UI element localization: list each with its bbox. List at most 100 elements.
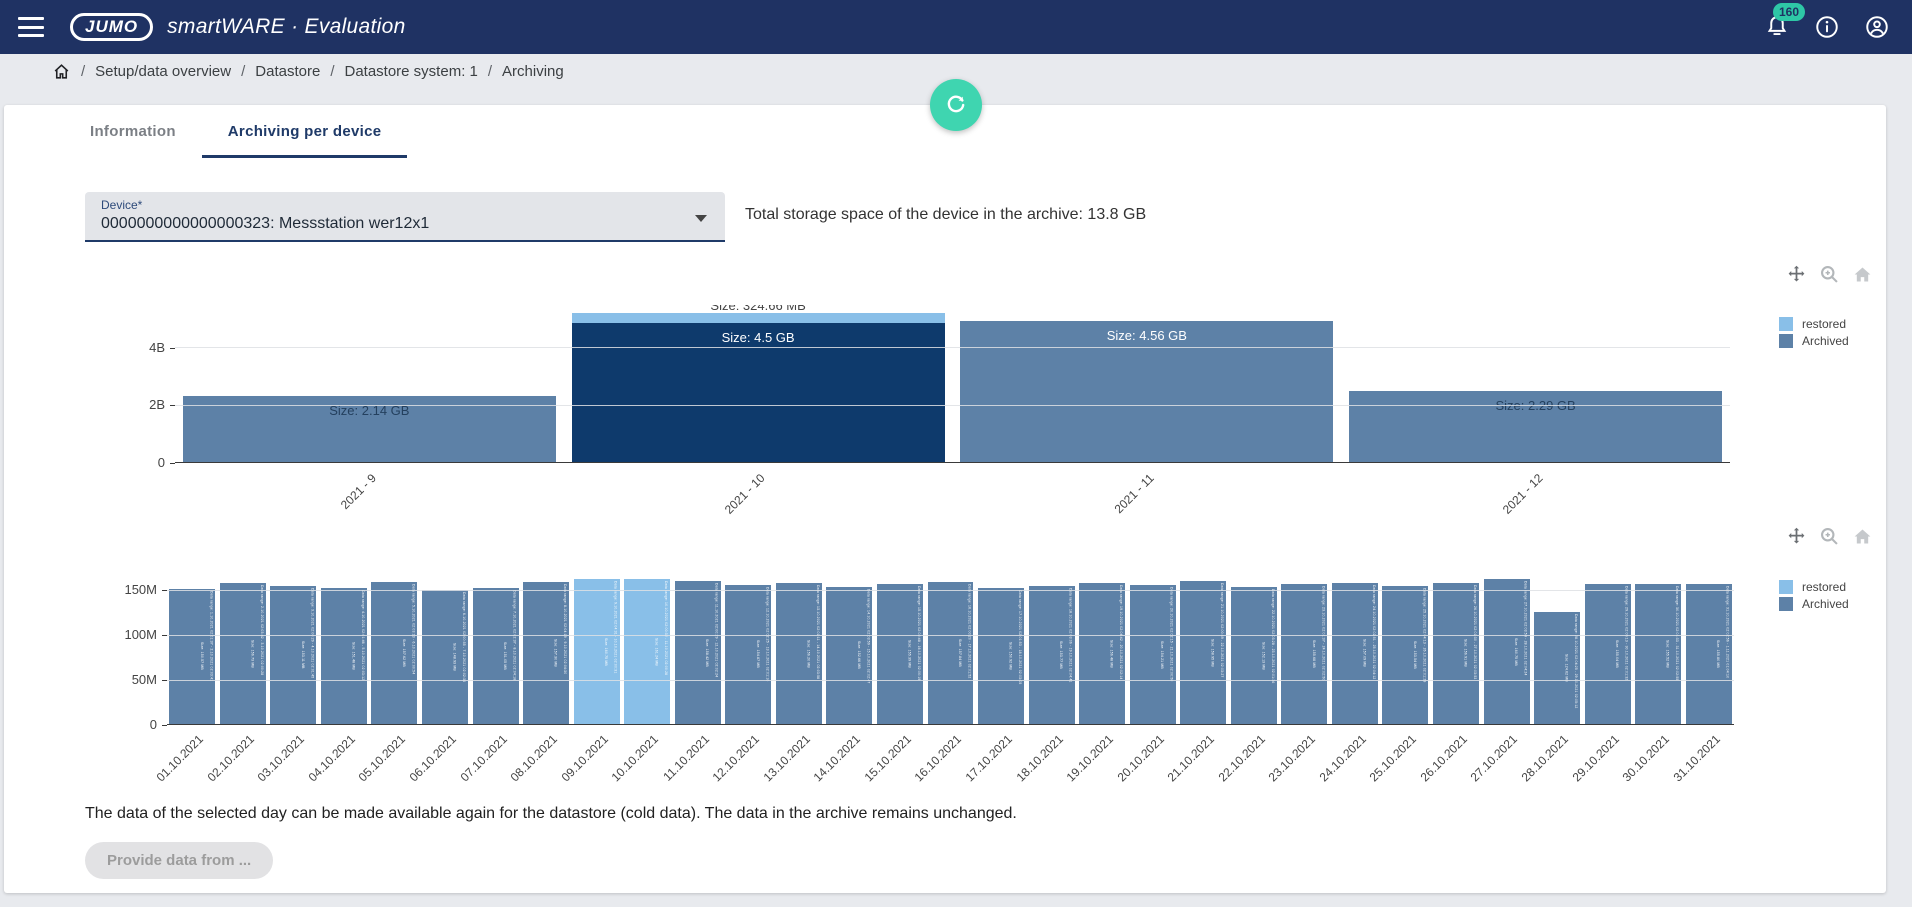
day-bar[interactable]: Data range: 12.10.2021 02:02:25 - 13.10.… — [725, 584, 772, 724]
day-bar[interactable]: Data range: 25.10.2021 02:04:13 - 26.10.… — [1382, 585, 1429, 724]
day-bar-label: Data range: 23.10.2021 02:01:37 - 24.10.… — [1311, 585, 1326, 681]
jumo-logo: JUMO — [70, 13, 154, 41]
monthly-archive-chart: Size: 2.14 GB Size: 4.5 GB Size: 324.66 MB… — [175, 305, 1730, 463]
legend-item-archived[interactable]: Archived — [1779, 595, 1849, 612]
zoom-icon[interactable] — [1817, 263, 1841, 285]
x-tick-label: 09.10.2021 — [558, 732, 611, 785]
day-bar-label: Data range: 30.10.2021 02:01:33 - 31.10.… — [1665, 586, 1680, 681]
cold-data-note: The data of the selected day can be made… — [85, 805, 1017, 822]
day-bar[interactable]: Data range: 11.10.2021 02:00:29 - 12.10.… — [674, 581, 721, 724]
home-reset-icon[interactable] — [1850, 525, 1874, 547]
device-select[interactable]: Device* 0000000000000000323: Messstation… — [85, 192, 725, 242]
day-bar[interactable]: Data range: 2.10.2021 02:03:42 - 3.10.20… — [219, 582, 266, 724]
home-icon[interactable] — [52, 62, 71, 81]
breadcrumb-item[interactable]: Datastore — [255, 62, 321, 80]
pan-icon[interactable] — [1784, 525, 1808, 547]
day-bar[interactable]: Data range: 27.10.2021 02:03:54 - 28.10.… — [1483, 579, 1530, 724]
day-bar[interactable]: Data range: 13.10.2021 02:01:11 - 14.10.… — [775, 583, 822, 724]
day-bar[interactable]: Data range: 28.10.2021 02:04:25 - 29.10.… — [1534, 611, 1581, 724]
month-bar[interactable] — [571, 322, 945, 462]
tab-bar: Information Archiving per device — [64, 105, 407, 158]
x-tick-label: 03.10.2021 — [254, 732, 308, 785]
breadcrumb-item[interactable]: Setup/data overview — [95, 62, 232, 80]
day-bar[interactable]: Data range: 22.10.2021 02:03:28 - 23.10.… — [1230, 587, 1277, 724]
day-bar[interactable]: Data range: 18.10.2021 02:03:06 - 19.10.… — [1028, 585, 1075, 724]
gridline — [175, 347, 1730, 349]
legend-item-restored[interactable]: restored — [1779, 578, 1849, 595]
day-bar[interactable]: Data range: 31.10.2021 02:02:56 - 1.11.2… — [1685, 583, 1732, 724]
day-bar-label: Data range: 14.10.2021 02:03:59 - 15.10.… — [856, 588, 871, 684]
x-tick-label: 06.10.2021 — [406, 732, 459, 785]
day-bar[interactable]: Data range: 20.10.2021 02:02:15 - 21.10.… — [1129, 585, 1176, 724]
month-bar[interactable] — [1349, 391, 1723, 462]
breadcrumb-item[interactable]: Archiving — [502, 62, 564, 80]
breadcrumb-item[interactable]: Datastore system: 1 — [344, 62, 478, 80]
pan-icon[interactable] — [1784, 263, 1808, 285]
day-bar-label: Data range: 31.10.2021 02:02:56 - 1.11.2… — [1716, 585, 1730, 678]
day-bar[interactable]: Data range: 15.10.2021 02:02:48 - 16.10.… — [876, 584, 923, 724]
breadcrumb-separator: / — [241, 62, 246, 80]
y-tick-label: 4B — [149, 339, 165, 355]
tab-information[interactable]: Information — [90, 123, 176, 140]
day-bar[interactable]: Data range: 10.10.2021 02:00:32 - 11.10.… — [624, 578, 671, 724]
day-bar[interactable]: Data range: 17.10.2021 02:01:53 - 18.10.… — [978, 588, 1025, 724]
day-bar-label: Data range: 16.10.2021 02:00:20 - 17.10.… — [957, 583, 972, 679]
day-bar[interactable]: Data range: 19.10.2021 02:04:42 - 20.10.… — [1079, 583, 1126, 724]
x-tick-label: 18.10.2021 — [1013, 732, 1066, 785]
day-bar[interactable]: Data range: 24.10.2021 02:02:51 - 25.10.… — [1331, 582, 1378, 724]
menu-icon[interactable] — [18, 17, 44, 37]
day-bar[interactable]: Data range: 16.10.2021 02:00:20 - 17.10.… — [927, 581, 974, 724]
day-bar-label: Data range: 3.10.2021 02:00:29 - 4.10.20… — [300, 588, 315, 679]
device-select-value: 0000000000000000323: Messstation wer12x1 — [101, 215, 430, 232]
zoom-icon[interactable] — [1817, 525, 1841, 547]
restored-size-label: Size: 324.66 MB — [710, 305, 806, 313]
account-icon[interactable] — [1864, 14, 1890, 40]
day-bar[interactable]: Data range: 29.10.2021 02:05:13 - 30.10.… — [1584, 584, 1631, 724]
navbar: JUMO smartWARE · Evaluation 160 — [0, 0, 1912, 54]
legend-item-restored[interactable]: restored — [1779, 315, 1849, 332]
y-tick-mark — [162, 680, 167, 681]
gridline — [175, 404, 1730, 406]
day-bar[interactable]: Data range: 5.10.2021 02:03:13 - 6.10.20… — [371, 582, 418, 724]
month-bar-size-label: Size: 4.56 GB — [1106, 327, 1187, 343]
month-bar[interactable] — [960, 320, 1334, 462]
legend-item-archived[interactable]: Archived — [1779, 332, 1849, 349]
x-tick-label: 07.10.2021 — [457, 732, 510, 785]
day-bar-label: Data range: 15.10.2021 02:02:48 - 16.10.… — [907, 586, 921, 681]
x-tick-label: 2021 - 10 — [722, 471, 769, 517]
day-bar[interactable]: Data range: 1.10.2021 02:01:37 - 2.10.20… — [169, 588, 216, 724]
day-bar-label: Data range: 21.10.2021 02:00:59 - 22.10.… — [1210, 582, 1225, 678]
month-bar-size-label: Size: 4.5 GB — [721, 329, 795, 345]
home-reset-icon[interactable] — [1850, 263, 1874, 285]
tab-archiving-per-device[interactable]: Archiving per device — [201, 105, 408, 158]
day-bar-label: Data range: 2.10.2021 02:03:42 - 3.10.20… — [250, 584, 264, 676]
info-icon[interactable] — [1814, 14, 1840, 40]
day-bar-label: Data range: 5.10.2021 02:03:13 - 6.10.20… — [401, 584, 416, 675]
x-tick-label: 21.10.2021 — [1164, 732, 1218, 785]
daily-chart-legend: restored Archived — [1779, 578, 1849, 612]
y-tick-mark — [170, 347, 175, 349]
day-bar[interactable]: Data range: 30.10.2021 02:01:33 - 31.10.… — [1635, 584, 1682, 724]
day-bar[interactable]: Data range: 6.10.2021 02:00:55 - 7.10.20… — [422, 589, 468, 724]
x-tick-label: 2021 - 12 — [1499, 471, 1546, 517]
x-tick-label: 26.10.2021 — [1417, 732, 1470, 785]
day-bar[interactable]: Data range: 21.10.2021 02:00:59 - 22.10.… — [1180, 580, 1227, 724]
day-bar[interactable]: Data range: 3.10.2021 02:00:29 - 4.10.20… — [270, 586, 317, 724]
day-bar[interactable]: Data range: 14.10.2021 02:03:59 - 15.10.… — [826, 586, 873, 724]
day-bar[interactable]: Data range: 7.10.2021 02:02:37 - 8.10.20… — [472, 588, 519, 724]
month-bar[interactable] — [182, 395, 556, 462]
notifications-bell-icon[interactable]: 160 — [1764, 3, 1805, 40]
x-tick-label: 24.10.2021 — [1316, 732, 1369, 785]
day-bar[interactable]: Data range: 26.10.2021 02:01:30 - 27.10.… — [1432, 582, 1479, 724]
day-bar[interactable]: Data range: 23.10.2021 02:01:37 - 24.10.… — [1281, 583, 1328, 724]
month-bar-restored-segment[interactable] — [571, 312, 945, 323]
day-bar[interactable]: Data range: 4.10.2021 02:01:46 - 5.10.20… — [320, 587, 367, 724]
refresh-button[interactable] — [930, 79, 982, 131]
provide-data-button[interactable]: Provide data from ... — [85, 842, 274, 879]
x-tick-label: 13.10.2021 — [760, 732, 813, 785]
day-bar[interactable]: Data range: 9.10.2021 02:04:31 - 10.10.2… — [573, 579, 620, 724]
day-bar[interactable]: Data range: 8.10.2021 02:04:19 - 9.10.20… — [523, 582, 570, 724]
y-tick-label: 50M — [131, 672, 157, 687]
day-bar-label: Data range: 17.10.2021 02:01:53 - 18.10.… — [1008, 590, 1023, 685]
x-tick-label: 02.10.2021 — [204, 732, 257, 785]
